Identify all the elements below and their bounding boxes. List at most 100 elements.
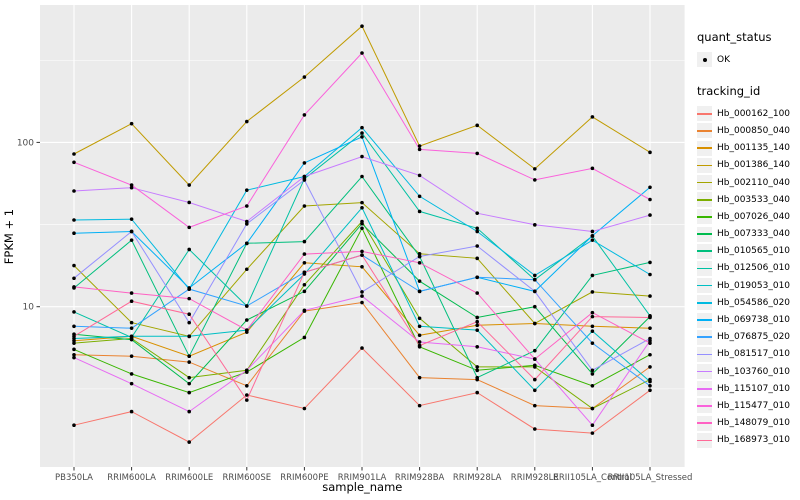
ok-point-icon [702,57,707,62]
legend-entry-label: Hb_076875_020 [717,332,791,343]
data-point [590,238,595,242]
data-point [590,314,595,319]
data-point [417,251,422,256]
data-point [590,115,595,119]
legend-key-line-icon [697,260,712,276]
data-point [417,340,422,344]
data-point [648,260,652,265]
legend-entry-Hb_054586_020: Hb_054586_020 [697,294,797,311]
data-point [475,275,480,280]
data-point [360,24,364,28]
data-point [187,183,191,187]
data-point [72,324,76,329]
data-point [302,289,307,294]
data-point [245,204,249,208]
legend-key-line-icon [697,192,712,208]
data-point [187,409,191,414]
data-point [475,211,480,215]
quant-status-value: OK [717,54,730,65]
data-point [129,320,134,325]
data-point [302,113,307,117]
data-point [475,390,480,395]
x-tick-label: RRIM600PE [280,473,328,483]
legend-entry-label: Hb_000850_040 [717,125,791,136]
data-point [245,328,249,332]
x-axis-title: sample_name [322,480,402,494]
data-point [417,324,422,329]
legend-key-line [697,147,712,149]
data-point [72,310,76,314]
data-point [360,174,364,179]
data-point [187,287,191,291]
legend-entry-Hb_000162_100: Hb_000162_100 [697,105,797,122]
data-point [187,381,191,386]
data-point [72,276,76,281]
data-point [72,160,76,165]
legend-entry-Hb_115107_010: Hb_115107_010 [697,380,797,397]
data-point [360,205,364,210]
data-point [417,279,422,283]
legend-key-line-icon [697,346,712,362]
y-tick-label: 100 [17,138,34,148]
legend-key-line-icon [697,209,712,225]
data-point [302,178,307,182]
quant-status-legend-title: quant_status [697,30,772,44]
legend-entry-label: Hb_001135_140 [717,143,791,154]
legend-key-line-icon [697,295,712,311]
data-point [129,334,134,339]
data-point [302,282,307,287]
data-point [72,218,76,222]
data-point [417,403,422,408]
data-point [417,209,422,214]
legend-key-line [697,198,712,201]
legend-entry-Hb_007333_040: Hb_007333_040 [697,226,797,243]
legend-entry-Hb_003533_040: Hb_003533_040 [697,191,797,208]
data-point [360,264,364,269]
data-point [72,341,76,345]
data-point [648,388,652,393]
tracking-id-legend-title: tracking_id [697,84,761,99]
data-point [648,365,652,369]
legend-entry-Hb_148079_010: Hb_148079_010 [697,415,797,432]
x-tick-label: RRIM901LA [338,473,387,483]
data-point [590,234,595,238]
x-tick-label: PB350LA [55,473,93,483]
legend-key-line-icon [697,381,712,397]
legend-key-line-icon [697,140,712,156]
data-point [648,384,652,388]
data-point [590,310,595,315]
legend-key-line [697,164,712,167]
data-point [533,223,537,227]
legend-entry-label: Hb_069738_010 [717,315,791,326]
data-point [129,299,134,304]
legend-entry-label: Hb_168973_010 [717,435,791,446]
data-point [648,185,652,190]
x-tick-label: RRII105LA_Control [553,473,632,483]
data-point [590,423,595,428]
data-point [475,256,480,261]
legend-entry-label: Hb_115477_010 [717,400,791,411]
data-point [533,403,537,408]
data-point [417,289,422,294]
data-point [475,226,480,231]
data-point [533,167,537,171]
data-point [360,135,364,139]
data-point [590,384,595,388]
legend-key-line [697,216,712,218]
data-point [129,185,134,190]
data-point [590,166,595,171]
legend-key-line [697,302,712,304]
legend-entry-label: Hb_010565_010 [717,246,791,257]
legend-key-line-icon [697,106,712,122]
data-point [475,368,480,373]
data-point [590,290,595,294]
legend-key-line [697,353,712,356]
legend-key-line-icon [697,123,712,139]
data-point [245,318,249,322]
x-tick-label: RRIM600SE [222,473,271,483]
data-point [360,154,364,159]
data-point [590,229,595,234]
data-point [533,304,537,309]
data-point [648,294,652,298]
data-point [360,221,364,226]
